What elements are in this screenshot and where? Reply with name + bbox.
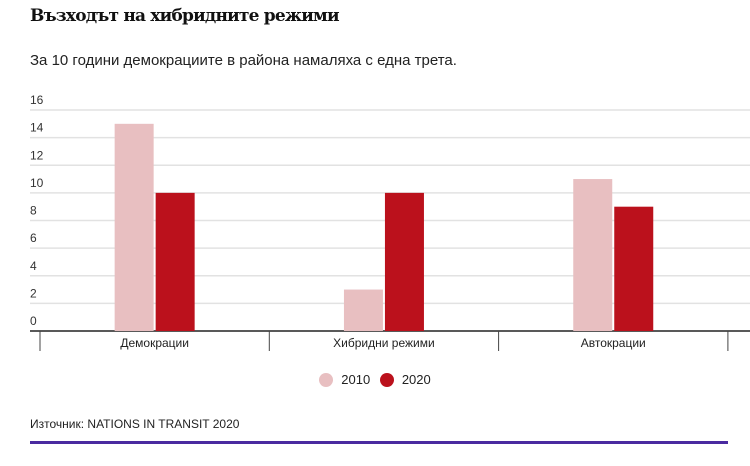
legend-label: 2010 xyxy=(341,372,371,387)
x-tick-label: Демокрации xyxy=(120,336,189,350)
bar-2010-1 xyxy=(343,289,383,331)
y-tick-label: 2 xyxy=(30,286,37,300)
bar-2020-0 xyxy=(155,192,195,331)
bar-2010-2 xyxy=(573,179,613,331)
legend-swatch-2010 xyxy=(319,372,334,387)
legend: 2010 2020 xyxy=(0,372,750,390)
y-tick-label: 8 xyxy=(30,204,37,218)
y-tick-label: 16 xyxy=(30,93,44,107)
bar-2010-0 xyxy=(114,123,154,331)
legend-label: 2020 xyxy=(401,372,431,387)
chart-subtitle: За 10 години демокрациите в района намал… xyxy=(30,52,457,69)
legend-item-2020: 2020 xyxy=(379,372,431,387)
legend-item-2010: 2010 xyxy=(319,372,370,387)
chart-title: Възходът на хибридните режими xyxy=(30,6,340,26)
x-tick-label: Автокрации xyxy=(581,336,646,350)
source-note: Източник: NATIONS IN TRANSIT 2020 xyxy=(30,417,240,431)
bar-2020-1 xyxy=(384,192,424,331)
y-tick-label: 12 xyxy=(30,148,44,162)
legend-swatch-2020 xyxy=(379,372,394,387)
x-tick-label: Хибридни режими xyxy=(333,336,435,350)
y-tick-label: 0 xyxy=(30,314,37,328)
y-tick-label: 6 xyxy=(30,231,37,245)
footer-rule xyxy=(30,441,728,444)
y-tick-label: 10 xyxy=(30,176,44,190)
y-tick-label: 4 xyxy=(30,259,37,273)
y-tick-label: 14 xyxy=(30,121,44,135)
bar-2020-2 xyxy=(614,206,654,331)
bar-chart: 0 2 4 6 8 10 12 14 16 Демокрации Хибридни режими Ав… xyxy=(30,93,750,351)
